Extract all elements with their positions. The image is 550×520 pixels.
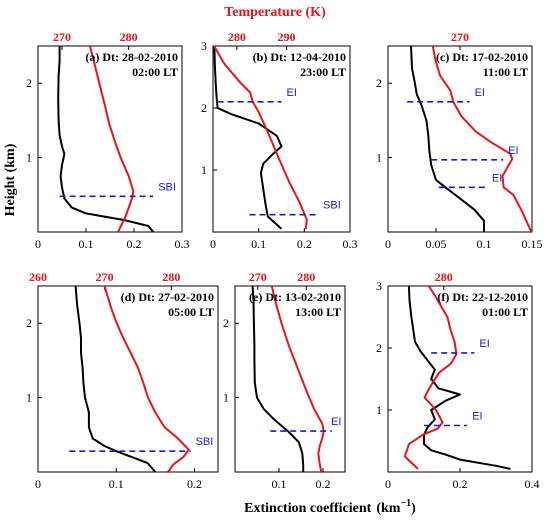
inversion-label: EI: [508, 145, 518, 157]
y-tick-label: 1: [376, 403, 382, 417]
temp-tick-label: 280: [297, 270, 315, 284]
panel-time-label: 11:00 LT: [483, 65, 528, 79]
y-tick-label: 3: [376, 279, 382, 293]
panel-time-label: 23:00 LT: [300, 65, 346, 79]
y-tick-label: 2: [201, 101, 207, 115]
temp-tick-label: 290: [277, 30, 295, 44]
y-tick-label: 2: [376, 341, 382, 355]
temperature-profile-line: [403, 285, 458, 470]
x-tick-label: 0.2: [316, 477, 331, 491]
x-tick-label: 0: [385, 237, 391, 251]
y-tick-label: 2: [376, 76, 382, 90]
x-tick-label: 0.2: [297, 237, 312, 251]
temp-tick-label: 280: [120, 30, 138, 44]
panel-frame: [37, 285, 219, 473]
extinction-profile-line: [410, 45, 485, 232]
panel-time-label: 05:00 LT: [168, 305, 214, 319]
extinction-profile-line: [213, 45, 283, 230]
inversion-label: SBI: [158, 181, 176, 193]
temperature-profile-line: [431, 45, 533, 233]
x-tick-label: 0.1: [79, 237, 94, 251]
x-tick-label: 0.15: [522, 237, 543, 251]
y-tick-label: 2: [26, 316, 32, 330]
x-tick-label: 0: [35, 477, 41, 491]
y-tick-label: 1: [201, 163, 207, 177]
extinction-profile-line: [407, 285, 511, 470]
temperature-axis-title: Temperature (K): [224, 5, 326, 20]
panel-frame: [212, 45, 351, 233]
temp-tick-label: 260: [29, 270, 47, 284]
y-tick-label: 1: [223, 391, 229, 405]
inversion-label: SBI: [323, 200, 341, 212]
extinction-axis-title-exp: −1: [400, 498, 411, 509]
temperature-profile-line: [213, 45, 308, 230]
panel-f: 0 0.2 0.4 280 1 2 3 EI EI (f) Dt: 22-12-201001:00…: [376, 270, 540, 491]
extinction-axis-title-unit: (km: [376, 501, 400, 516]
extinction-axis-title-text: Extinction coefficient: [244, 501, 371, 516]
inversion-label: EI: [331, 416, 341, 428]
x-tick-label: 0: [35, 237, 41, 251]
panel-date-label: (d) Dt: 27-02-2010: [121, 290, 214, 304]
extinction-axis-title: Extinction coefficient (km−1): [244, 498, 416, 516]
height-axis-title: Height (km): [3, 143, 18, 216]
extinction-profile-line: [74, 285, 157, 473]
temp-tick-label: 270: [53, 30, 71, 44]
inversion-label: SBI: [196, 436, 214, 448]
panel-time-label: 01:00 LT: [482, 305, 528, 319]
panel-frame: [234, 285, 346, 473]
extinction-axis-title-close: ): [411, 501, 416, 516]
panel-frame: [37, 45, 183, 233]
inversion-label: EI: [472, 411, 482, 423]
inversion-label: EI: [287, 87, 297, 99]
x-tick-label: 0.1: [477, 237, 492, 251]
x-tick-label: 0: [385, 477, 391, 491]
panel-e: 0.1 0.2 270 280 1 2 EI (e) Dt: 13-02-201013:00 …: [223, 270, 346, 491]
y-tick-label: 2: [26, 76, 32, 90]
x-tick-label: 0.2: [127, 237, 142, 251]
x-tick-label: 0.2: [453, 477, 468, 491]
x-tick-label: 0: [210, 237, 216, 251]
temp-tick-label: 280: [228, 30, 246, 44]
temp-tick-label: 280: [435, 270, 453, 284]
inversion-label: EI: [479, 338, 489, 350]
panel-time-label: 13:00 LT: [295, 305, 341, 319]
inversion-label: EI: [492, 172, 502, 184]
temp-tick-label: 270: [96, 270, 114, 284]
temp-tick-label: 270: [249, 270, 267, 284]
x-tick-label: 0.1: [251, 237, 266, 251]
panel-date-label: (a) Dt: 28-02-2010: [85, 50, 178, 64]
panel-time-label: 02:00 LT: [132, 65, 178, 79]
panel-date-label: (e) Dt: 13-02-2010: [249, 290, 341, 304]
x-tick-label: 0.3: [175, 237, 190, 251]
x-tick-label: 0.3: [343, 237, 358, 251]
x-tick-label: 0.05: [426, 237, 447, 251]
panel-date-label: (b) Dt: 12-04-2010: [253, 50, 346, 64]
inversion-label: EI: [475, 87, 485, 99]
temperature-profile-line: [270, 285, 325, 473]
temp-tick-label: 270: [451, 30, 469, 44]
panel-date-label: (c) Dt: 17-02-2010: [436, 50, 528, 64]
x-tick-label: 0.2: [187, 477, 202, 491]
y-tick-label: 1: [26, 391, 32, 405]
temperature-profile-line: [103, 285, 190, 473]
panel-d: 0 0.1 0.2 260 270 280 1 2 SBI (d) Dt: 27-02-20100…: [26, 270, 219, 491]
y-tick-label: 2: [223, 316, 229, 330]
temperature-profile-line: [89, 45, 135, 233]
x-tick-label: 0.1: [272, 477, 287, 491]
extinction-profile-line: [251, 285, 305, 472]
x-tick-label: 0.1: [109, 477, 124, 491]
panel-a: 0 0.1 0.2 0.3 270 280 1 2 SBI (a) Dt: 28-02-20100…: [26, 30, 190, 251]
panel-c: 0 0.05 0.1 0.15 270 1 2 EI EI EI (c) Dt: 17-02-201…: [376, 30, 543, 251]
x-tick-label: 0.4: [525, 477, 540, 491]
extinction-profile-line: [57, 46, 154, 233]
panel-b: 0 0.1 0.2 0.3 280 290 1 2 3 SBI EI (b) Dt: 12-04-20…: [201, 30, 358, 251]
temp-tick-label: 280: [162, 270, 180, 284]
y-tick-label: 3: [201, 39, 207, 53]
panel-date-label: (f) Dt: 22-12-2010: [437, 290, 528, 304]
y-tick-label: 1: [376, 151, 382, 165]
y-tick-label: 1: [26, 151, 32, 165]
